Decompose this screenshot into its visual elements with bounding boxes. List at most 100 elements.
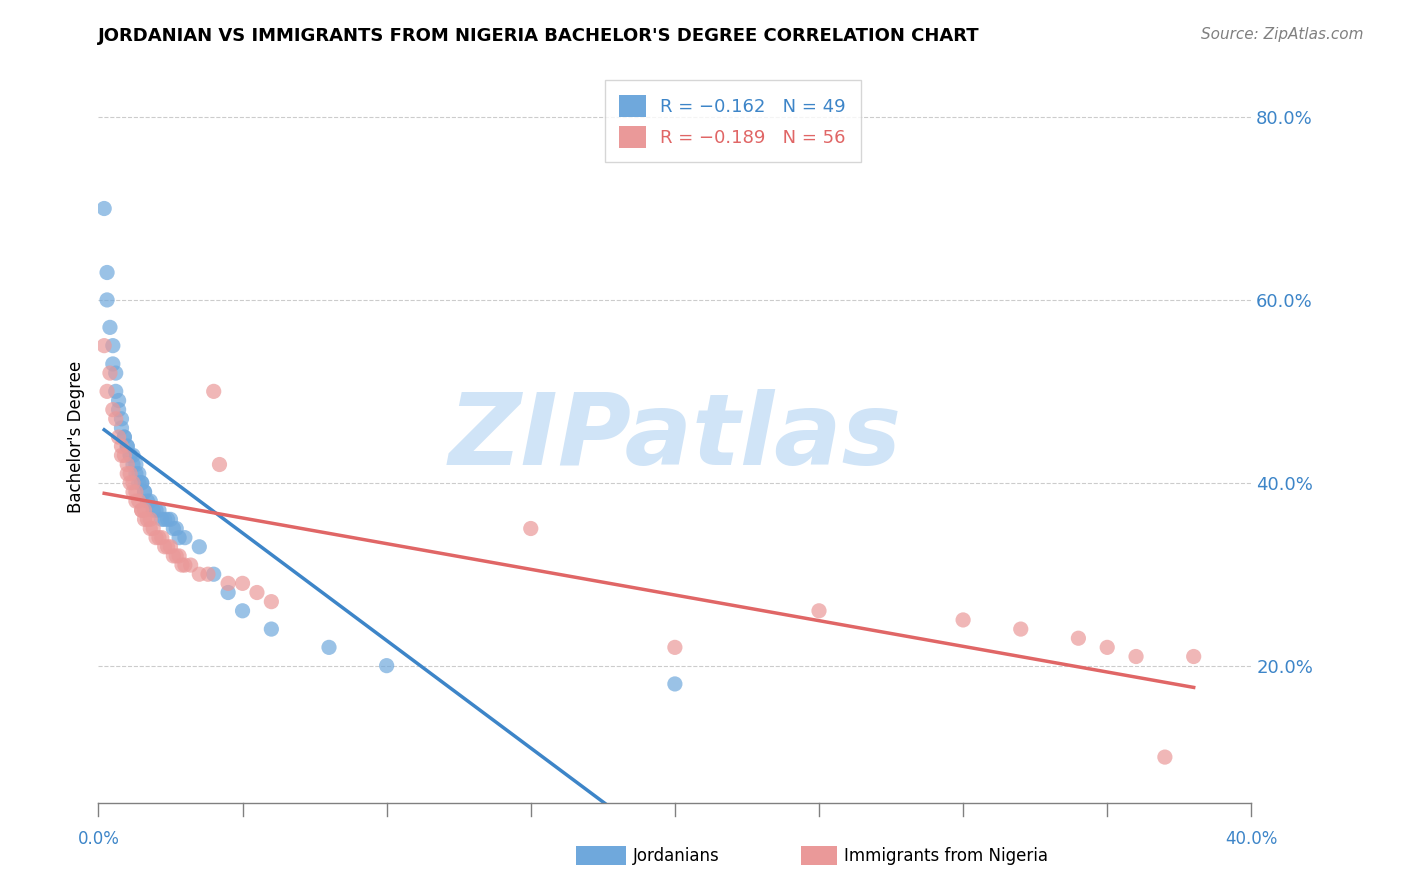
Point bbox=[101, 357, 124, 371]
Point bbox=[139, 494, 162, 508]
Point bbox=[117, 439, 139, 453]
Point bbox=[148, 503, 170, 517]
Point bbox=[145, 531, 167, 545]
Point bbox=[96, 266, 118, 280]
Point bbox=[98, 366, 121, 380]
Point bbox=[1153, 750, 1175, 764]
Point bbox=[159, 512, 181, 526]
Text: Immigrants from Nigeria: Immigrants from Nigeria bbox=[844, 847, 1047, 865]
Point bbox=[180, 558, 202, 573]
Text: JORDANIAN VS IMMIGRANTS FROM NIGERIA BACHELOR'S DEGREE CORRELATION CHART: JORDANIAN VS IMMIGRANTS FROM NIGERIA BAC… bbox=[98, 27, 980, 45]
Point bbox=[231, 576, 254, 591]
Text: Jordanians: Jordanians bbox=[633, 847, 720, 865]
Point bbox=[156, 540, 179, 554]
Point bbox=[104, 366, 127, 380]
Point bbox=[197, 567, 219, 582]
Point bbox=[96, 384, 118, 399]
Point bbox=[112, 448, 135, 462]
Point bbox=[110, 421, 132, 435]
Text: 0.0%: 0.0% bbox=[77, 830, 120, 847]
Point bbox=[117, 467, 139, 481]
Point bbox=[136, 512, 159, 526]
Point bbox=[128, 467, 150, 481]
Point bbox=[122, 458, 145, 472]
Point bbox=[125, 458, 148, 472]
Point bbox=[128, 475, 150, 490]
Point bbox=[208, 458, 231, 472]
Point bbox=[174, 558, 197, 573]
Point bbox=[318, 640, 340, 655]
Point bbox=[188, 540, 211, 554]
Point bbox=[162, 549, 184, 563]
Point bbox=[125, 494, 148, 508]
Point bbox=[1097, 640, 1119, 655]
Point bbox=[1010, 622, 1032, 636]
Point bbox=[120, 448, 142, 462]
Point bbox=[188, 567, 211, 582]
Point bbox=[122, 448, 145, 462]
Point bbox=[246, 585, 269, 599]
Point bbox=[217, 576, 239, 591]
Point bbox=[260, 594, 283, 608]
Point bbox=[134, 512, 156, 526]
Point bbox=[101, 402, 124, 417]
Point bbox=[112, 430, 135, 444]
Point bbox=[174, 531, 197, 545]
Point bbox=[150, 512, 173, 526]
Point bbox=[162, 521, 184, 535]
Point bbox=[125, 467, 148, 481]
Point bbox=[145, 503, 167, 517]
Point bbox=[98, 320, 121, 334]
Point bbox=[110, 412, 132, 426]
Point bbox=[156, 512, 179, 526]
Point bbox=[134, 485, 156, 500]
Point bbox=[120, 475, 142, 490]
Point bbox=[1182, 649, 1205, 664]
Point bbox=[101, 338, 124, 352]
Point bbox=[150, 531, 173, 545]
Point bbox=[120, 467, 142, 481]
Point bbox=[134, 503, 156, 517]
Point bbox=[110, 439, 132, 453]
Point bbox=[202, 567, 225, 582]
Legend: R = −0.162   N = 49, R = −0.189   N = 56: R = −0.162 N = 49, R = −0.189 N = 56 bbox=[605, 80, 860, 162]
Point bbox=[139, 521, 162, 535]
Point bbox=[520, 521, 543, 535]
Point bbox=[96, 293, 118, 307]
Point bbox=[134, 485, 156, 500]
Point bbox=[136, 494, 159, 508]
Point bbox=[260, 622, 283, 636]
Point bbox=[202, 384, 225, 399]
Point bbox=[167, 531, 190, 545]
Point bbox=[952, 613, 974, 627]
Y-axis label: Bachelor's Degree: Bachelor's Degree bbox=[66, 361, 84, 513]
Point bbox=[165, 549, 187, 563]
Point bbox=[1125, 649, 1147, 664]
Point bbox=[139, 512, 162, 526]
Point bbox=[107, 430, 129, 444]
Point bbox=[153, 540, 176, 554]
Point bbox=[104, 384, 127, 399]
Point bbox=[1067, 632, 1090, 646]
Point bbox=[131, 475, 153, 490]
Point bbox=[159, 540, 181, 554]
Point bbox=[142, 521, 165, 535]
Point bbox=[664, 677, 686, 691]
Point bbox=[120, 448, 142, 462]
Point bbox=[167, 549, 190, 563]
Point bbox=[122, 485, 145, 500]
Point bbox=[664, 640, 686, 655]
Point bbox=[107, 402, 129, 417]
Text: ZIPatlas: ZIPatlas bbox=[449, 389, 901, 485]
Text: 40.0%: 40.0% bbox=[1225, 830, 1278, 847]
Point bbox=[104, 412, 127, 426]
Point bbox=[131, 503, 153, 517]
Point bbox=[217, 585, 239, 599]
Point bbox=[93, 338, 115, 352]
Point bbox=[165, 521, 187, 535]
Point bbox=[117, 439, 139, 453]
Point bbox=[148, 531, 170, 545]
Point bbox=[807, 604, 830, 618]
Text: Source: ZipAtlas.com: Source: ZipAtlas.com bbox=[1201, 27, 1364, 42]
Point bbox=[122, 475, 145, 490]
